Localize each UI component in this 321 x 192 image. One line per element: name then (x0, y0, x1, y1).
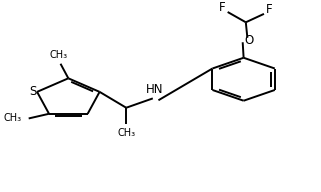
Text: F: F (266, 3, 273, 16)
Text: S: S (30, 85, 37, 98)
Text: O: O (244, 34, 253, 47)
Text: CH₃: CH₃ (117, 128, 135, 138)
Text: HN: HN (146, 83, 163, 96)
Text: CH₃: CH₃ (4, 113, 22, 123)
Text: F: F (219, 1, 226, 14)
Text: CH₃: CH₃ (50, 50, 68, 60)
